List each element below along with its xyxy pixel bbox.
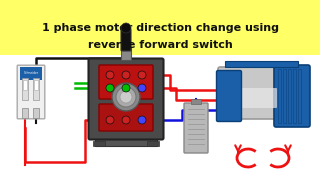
FancyBboxPatch shape: [99, 65, 153, 99]
Bar: [288, 69, 291, 123]
Circle shape: [106, 71, 114, 79]
Circle shape: [138, 116, 146, 124]
FancyBboxPatch shape: [184, 103, 208, 153]
Circle shape: [122, 116, 130, 124]
FancyBboxPatch shape: [99, 104, 153, 131]
Circle shape: [122, 84, 130, 92]
Circle shape: [138, 84, 146, 92]
Bar: [147, 141, 159, 146]
FancyBboxPatch shape: [274, 65, 310, 127]
Bar: [0, 0, 320, 55]
FancyBboxPatch shape: [218, 67, 282, 119]
Bar: [293, 69, 296, 123]
FancyBboxPatch shape: [217, 71, 242, 122]
Text: reverse forward switch: reverse forward switch: [88, 40, 232, 50]
Bar: [33, 108, 39, 118]
Text: Schneider: Schneider: [23, 71, 39, 75]
Bar: [283, 69, 286, 123]
FancyBboxPatch shape: [121, 29, 131, 51]
Circle shape: [138, 71, 146, 79]
Bar: [298, 69, 301, 123]
Bar: [93, 141, 105, 146]
Circle shape: [120, 91, 132, 103]
Bar: [191, 99, 201, 104]
FancyBboxPatch shape: [89, 58, 164, 140]
Circle shape: [116, 87, 136, 107]
Circle shape: [106, 84, 114, 92]
Bar: [33, 78, 39, 100]
Circle shape: [122, 71, 130, 79]
Circle shape: [106, 116, 114, 124]
Circle shape: [112, 83, 140, 111]
Circle shape: [121, 23, 131, 33]
Bar: [278, 69, 281, 123]
Bar: [22, 108, 28, 118]
Bar: [23, 80, 27, 90]
Bar: [225, 61, 298, 67]
Bar: [121, 48, 131, 60]
Text: 1 phase motor direction change using: 1 phase motor direction change using: [42, 23, 278, 33]
Bar: [20, 67, 42, 80]
FancyBboxPatch shape: [221, 88, 277, 108]
Bar: [0, 55, 320, 180]
Bar: [95, 136, 157, 146]
Bar: [22, 78, 28, 100]
FancyBboxPatch shape: [17, 65, 45, 119]
Bar: [34, 80, 38, 90]
